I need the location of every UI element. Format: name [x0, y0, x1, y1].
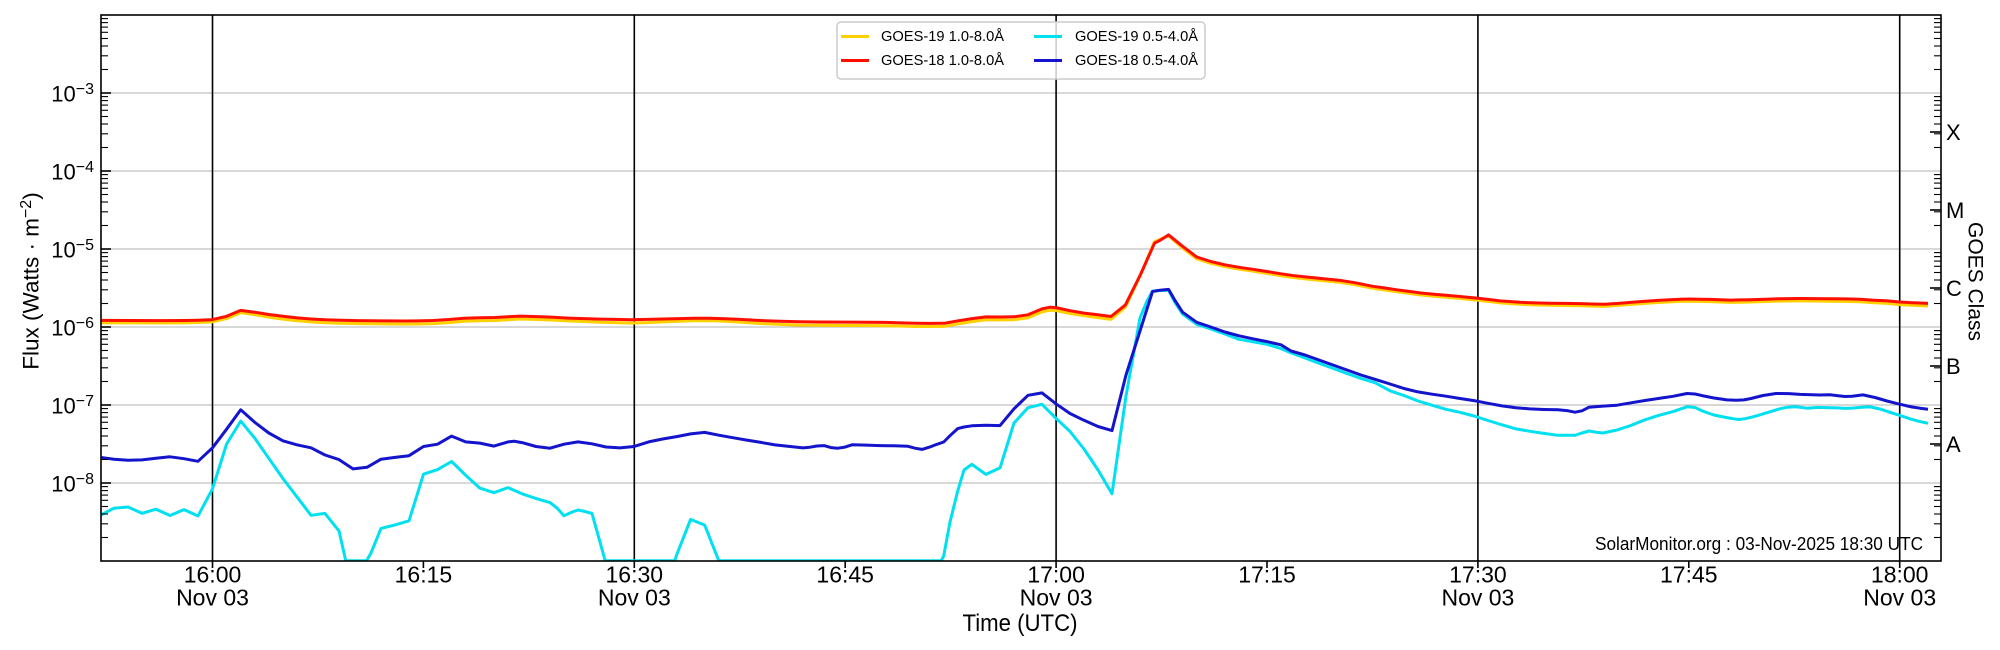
svg-text:18:00: 18:00	[1871, 562, 1929, 588]
svg-text:Nov 03: Nov 03	[1441, 585, 1514, 611]
svg-text:B: B	[1946, 354, 1961, 379]
svg-text:Nov 03: Nov 03	[598, 585, 671, 611]
svg-text:M: M	[1946, 198, 1964, 223]
svg-text:GOES-18 1.0-8.0Å: GOES-18 1.0-8.0Å	[881, 52, 1004, 69]
svg-text:10−4: 10−4	[51, 159, 94, 185]
svg-text:16:45: 16:45	[816, 562, 874, 588]
svg-text:17:45: 17:45	[1660, 562, 1718, 588]
svg-text:10−6: 10−6	[51, 315, 94, 341]
svg-text:C: C	[1946, 276, 1962, 301]
svg-text:17:30: 17:30	[1449, 562, 1507, 588]
svg-text:Nov 03: Nov 03	[1020, 585, 1093, 611]
svg-text:GOES-18 0.5-4.0Å: GOES-18 0.5-4.0Å	[1075, 52, 1198, 69]
svg-text:17:15: 17:15	[1238, 562, 1296, 588]
svg-text:Nov 03: Nov 03	[1863, 585, 1936, 611]
svg-text:X: X	[1946, 120, 1961, 145]
svg-text:GOES Class: GOES Class	[1964, 222, 1987, 341]
svg-text:Flux (Watts · m−2): Flux (Watts · m−2)	[18, 192, 44, 369]
svg-text:16:30: 16:30	[606, 562, 664, 588]
svg-text:SolarMonitor.org : 03-Nov-2025: SolarMonitor.org : 03-Nov-2025 18:30 UTC	[1595, 533, 1923, 554]
svg-text:16:00: 16:00	[184, 562, 242, 588]
svg-text:17:00: 17:00	[1027, 562, 1085, 588]
svg-text:A: A	[1946, 432, 1961, 457]
svg-text:16:15: 16:15	[395, 562, 453, 588]
svg-text:GOES-19 1.0-8.0Å: GOES-19 1.0-8.0Å	[881, 28, 1004, 45]
svg-text:Time (UTC): Time (UTC)	[963, 610, 1078, 637]
svg-text:GOES-19 0.5-4.0Å: GOES-19 0.5-4.0Å	[1075, 28, 1198, 45]
svg-text:10−3: 10−3	[51, 81, 94, 107]
svg-text:Nov 03: Nov 03	[176, 585, 249, 611]
